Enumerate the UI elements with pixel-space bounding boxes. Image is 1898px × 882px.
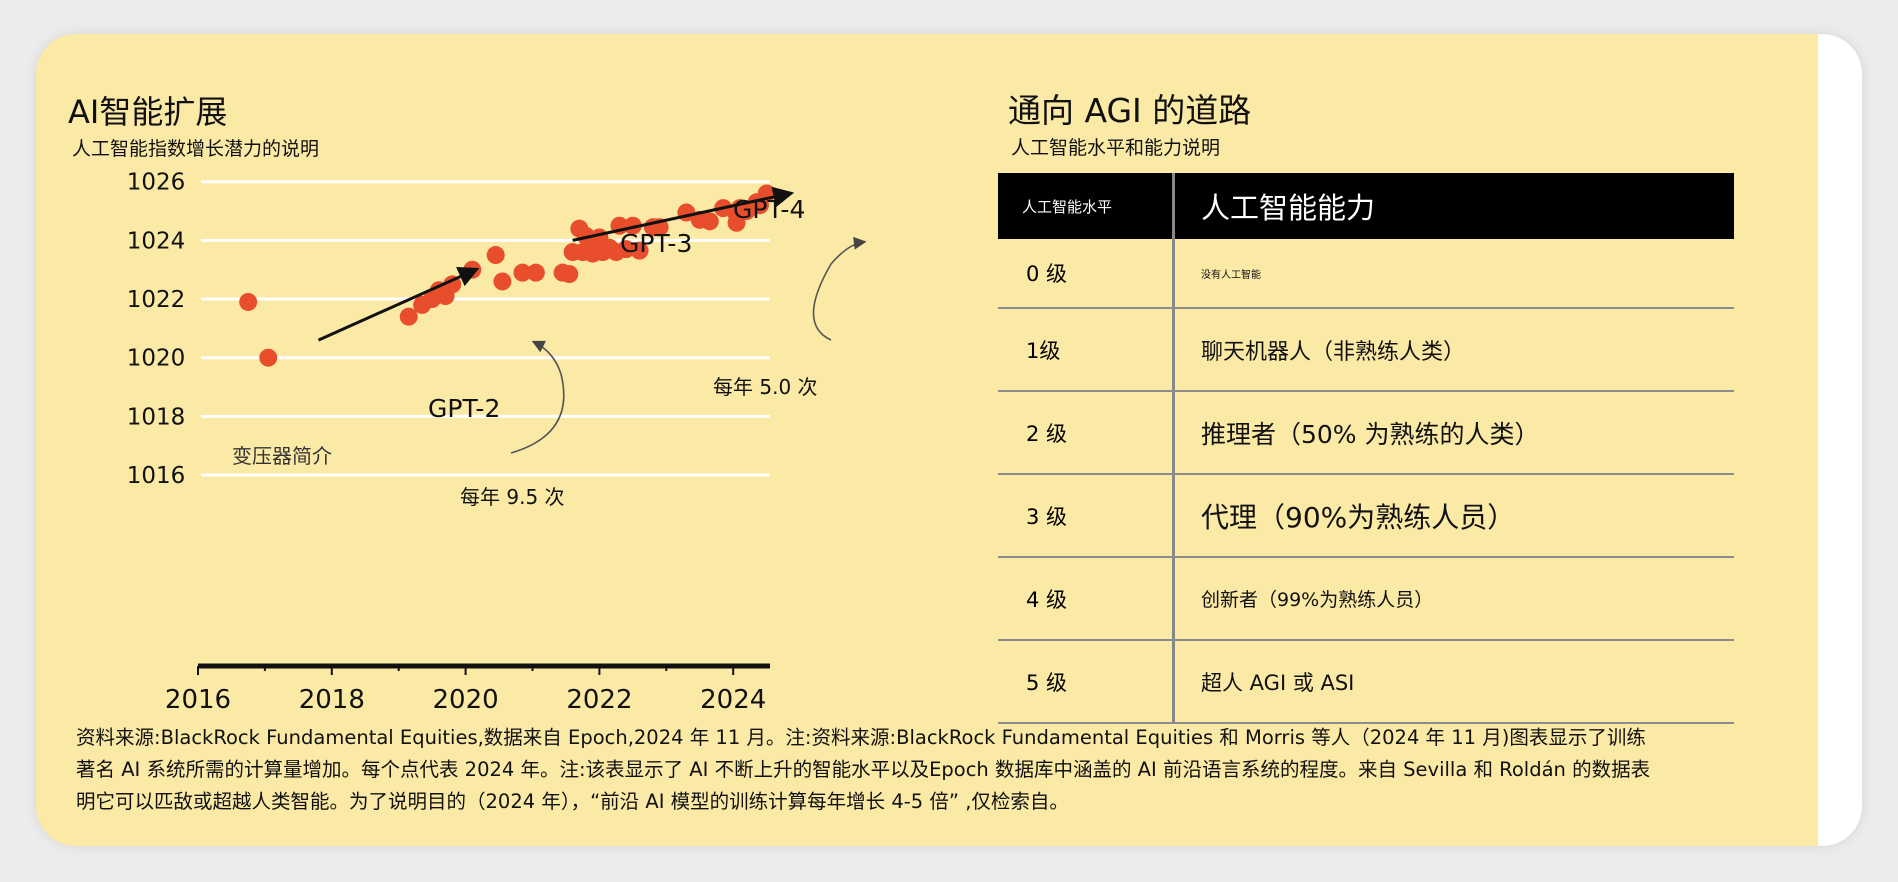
data-point <box>700 212 719 231</box>
ability-cell: 代理（90%为熟练人员） <box>1172 475 1734 556</box>
annotation-gpt4: GPT-4 <box>733 195 805 224</box>
annotation-rate-5-0: 每年 5.0 次 <box>713 375 818 399</box>
x-tick-label: 2020 <box>433 685 499 715</box>
table-row: 1级 聊天机器人（非熟练人类） <box>998 309 1734 392</box>
annotation-gpt3: GPT-3 <box>620 229 692 258</box>
level-cell: 2 级 <box>1026 421 1068 446</box>
data-point <box>630 241 649 260</box>
ability-cell: 推理者（50% 为熟练的人类） <box>1172 392 1734 473</box>
footnote-line: 明它可以匹敌或超越人类智能。为了说明目的（2024 年），“前沿 AI 模型的训… <box>76 790 1069 813</box>
data-point <box>493 272 512 291</box>
header-ability: 人工智能能力 <box>1172 173 1734 239</box>
chart-title: AI智能扩展 <box>68 93 228 131</box>
table-title: 通向 AGI 的道路 <box>1008 91 1252 130</box>
level-cell: 3 级 <box>1026 504 1068 529</box>
data-point <box>259 348 278 367</box>
source-footnote: 资料来源:BlackRock Fundamental Equities,数据来自… <box>76 722 1776 818</box>
table-row: 2 级 推理者（50% 为熟练的人类） <box>998 392 1734 475</box>
y-tick-label: 1018 <box>127 404 186 430</box>
footnote-line: 资料来源:BlackRock Fundamental Equities,数据来自… <box>76 726 1646 749</box>
ability-cell: 超人 AGI 或 ASI <box>1172 641 1734 722</box>
data-point <box>526 263 545 282</box>
table-row: 0 级 没有人工智能 <box>998 239 1734 309</box>
table-row: 3 级 代理（90%为熟练人员） <box>998 475 1734 558</box>
y-tick-label: 1020 <box>127 346 186 372</box>
card-right-edge <box>1818 34 1862 846</box>
ability-cell: 没有人工智能 <box>1172 239 1734 307</box>
rate-curve-arrow <box>812 236 867 341</box>
ability-cell: 创新者（99%为熟练人员） <box>1172 558 1734 639</box>
annotation-rate-9-5: 每年 9.5 次 <box>460 485 565 509</box>
table-row: 5 级 超人 AGI 或 ASI <box>998 641 1734 724</box>
table-row: 4 级 创新者（99%为熟练人员） <box>998 558 1734 641</box>
level-cell: 0 级 <box>1026 262 1068 286</box>
ability-cell: 聊天机器人（非熟练人类） <box>1172 309 1734 390</box>
annotation-transformer: 变压器简介 <box>232 444 332 468</box>
data-point <box>239 292 258 311</box>
level-cell: 4 级 <box>1026 587 1068 612</box>
data-point <box>486 246 505 265</box>
scaling-chart: 1026 1024 1022 1020 1018 1016 2016 2018 2020 2022… <box>127 170 867 715</box>
x-tick-label: 2016 <box>165 685 231 715</box>
annotation-gpt2: GPT-2 <box>428 394 500 423</box>
agi-level-table: 人工智能水平 人工智能能力 0 级 没有人工智能 1级 聊天机器人（非熟练人类）… <box>998 173 1734 724</box>
trend-arrow <box>572 186 795 242</box>
rate-curve-arrow <box>510 340 565 454</box>
info-card: AI智能扩展 人工智能指数增长潜力的说明 1026 1024 1022 1020 101… <box>36 34 1862 846</box>
data-point <box>617 240 636 259</box>
x-tick-label: 2024 <box>700 685 766 715</box>
x-tick-label: 2018 <box>299 685 365 715</box>
x-tick-label: 2022 <box>566 685 632 715</box>
data-point <box>513 263 532 282</box>
trend-arrow <box>317 266 480 342</box>
level-cell: 1级 <box>1026 338 1061 363</box>
data-point <box>560 265 579 284</box>
y-tick-label: 1022 <box>127 287 186 313</box>
chart-subtitle: 人工智能指数增长潜力的说明 <box>72 138 320 160</box>
y-tick-label: 1024 <box>127 228 186 254</box>
footnote-line: 著名 AI 系统所需的计算量增加。每个点代表 2024 年。注:该表显示了 AI… <box>76 758 1651 781</box>
table-header: 人工智能水平 人工智能能力 <box>998 173 1734 239</box>
y-tick-label: 1016 <box>127 463 186 489</box>
header-level: 人工智能水平 <box>1022 197 1113 216</box>
data-point <box>727 213 746 232</box>
table-subtitle: 人工智能水平和能力说明 <box>1011 137 1221 159</box>
data-point <box>399 307 418 326</box>
data-point <box>623 216 642 235</box>
y-tick-label: 1026 <box>127 170 186 196</box>
level-cell: 5 级 <box>1026 670 1068 695</box>
